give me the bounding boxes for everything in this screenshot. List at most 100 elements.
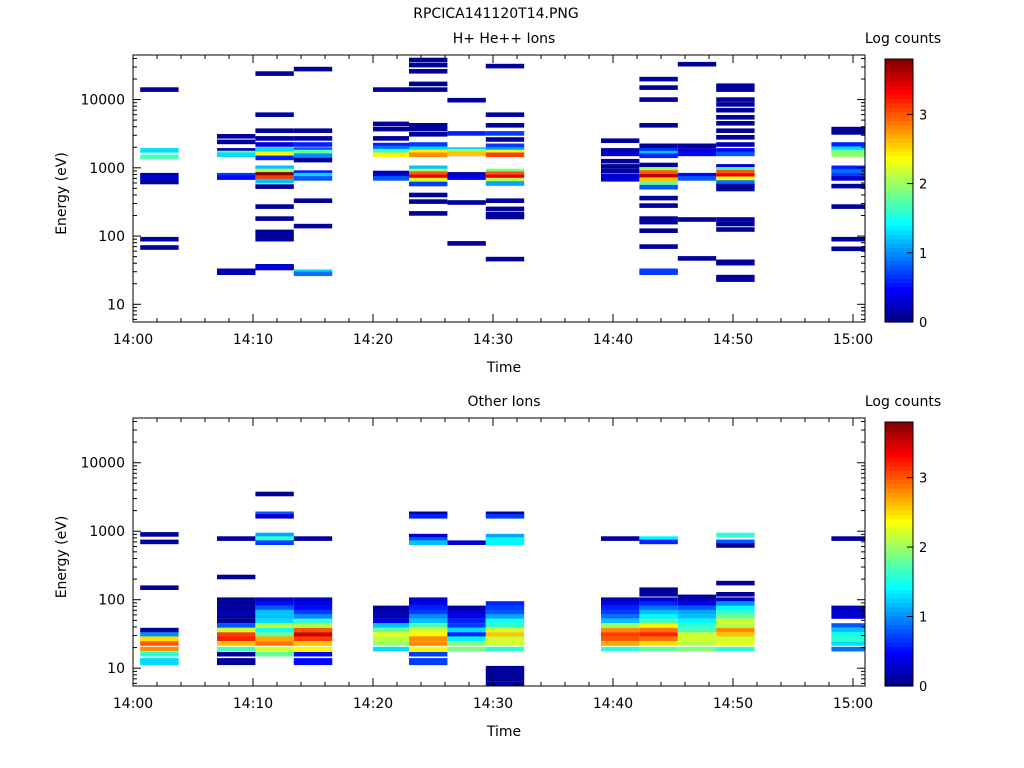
heatmap-cell: [485, 149, 525, 155]
y-tick-label: 1000: [89, 161, 125, 177]
colorbar-segment: [885, 282, 913, 288]
heatmap-cell: [716, 128, 755, 133]
heatmap-cell: [447, 623, 486, 628]
heatmap-cell: [293, 614, 333, 619]
heatmap-cell: [639, 536, 678, 541]
heatmap-cell: [140, 632, 179, 637]
colorbar-segment: [885, 72, 913, 78]
heatmap-cell: [255, 229, 294, 235]
heatmap-cell: [140, 646, 179, 652]
heatmap-cell: [447, 636, 486, 641]
heatmap-cell: [217, 536, 256, 541]
heatmap-cell: [373, 145, 409, 151]
heatmap-cell: [485, 623, 525, 628]
heatmap-cell: [140, 585, 179, 590]
heatmap-cell: [601, 177, 640, 182]
heatmap-cell: [255, 184, 294, 189]
y-tick-label: 10: [107, 661, 125, 677]
heatmap-cell: [140, 658, 179, 663]
colorbar-segment: [885, 633, 913, 639]
colorbar-segment: [885, 505, 913, 511]
heatmap-cell: [639, 244, 678, 249]
heatmap-cell: [293, 198, 333, 203]
heatmap-cell: [639, 174, 678, 179]
heatmap-cell: [485, 511, 525, 517]
heatmap-cell: [716, 148, 755, 153]
heatmap-cell: [639, 623, 678, 628]
heatmap-cells: [140, 491, 865, 686]
heatmap-cell: [639, 587, 678, 592]
heatmap-cell: [601, 173, 640, 179]
colorbar-segment: [885, 554, 913, 559]
heatmap-cell: [716, 543, 755, 548]
heatmap-cell: [373, 148, 409, 154]
colorbar-segment: [885, 598, 913, 603]
heatmap-cell: [217, 651, 256, 657]
heatmap-cell: [485, 63, 525, 69]
heatmap-cell: [140, 154, 179, 160]
x-tick-label: 14:10: [233, 332, 273, 348]
heatmap-cell: [217, 614, 256, 619]
heatmap-cell: [716, 646, 755, 652]
colorbar-segment: [885, 59, 913, 64]
heatmap-cell: [485, 614, 525, 619]
heatmap-cell: [140, 87, 179, 92]
colorbar-segment: [885, 457, 913, 463]
heatmap-cell: [293, 536, 333, 541]
heatmap-cell: [716, 176, 755, 182]
heatmap-cell: [639, 76, 678, 82]
heatmap-cell: [255, 204, 294, 209]
y-axis-title: Energy (eV): [54, 152, 70, 235]
colorbar-segment: [885, 234, 913, 240]
x-tick-label: 14:30: [473, 696, 513, 712]
heatmap-cell: [447, 646, 486, 652]
heatmap-cell: [293, 651, 333, 657]
heatmap-cell: [293, 627, 333, 633]
colorbar-segment: [885, 664, 913, 669]
colorbar-segment: [885, 584, 913, 590]
heatmap-cell: [409, 514, 448, 519]
heatmap-cell: [255, 532, 294, 538]
colorbar-segment: [885, 63, 913, 69]
colorbar-segment: [885, 510, 913, 515]
heatmap-cell: [293, 170, 333, 175]
heatmap-cell: [373, 152, 409, 158]
colorbar-segment: [885, 576, 913, 581]
colorbar-segment: [885, 317, 913, 323]
heatmap-cell: [293, 66, 333, 72]
colorbar-segment: [885, 527, 913, 533]
heatmap-cell: [485, 632, 525, 637]
y-tick-label: 1000: [89, 524, 125, 540]
colorbar-segment: [885, 677, 913, 683]
heatmap-cell: [639, 601, 678, 606]
heatmap-cell: [677, 636, 717, 641]
heatmap-cell: [409, 609, 448, 615]
heatmap-cell: [831, 536, 865, 541]
y-tick-label: 10: [107, 297, 125, 313]
heatmap-cell: [409, 171, 448, 176]
heatmap-cell: [677, 594, 717, 600]
heatmap-cell: [293, 176, 333, 181]
heatmap-cell: [485, 147, 525, 152]
colorbar-segment: [885, 208, 913, 214]
heatmap-cell: [716, 636, 755, 641]
heatmap-cell: [217, 609, 256, 615]
heatmap-cell: [447, 632, 486, 637]
heatmap-cell: [485, 605, 525, 611]
heatmap-cell: [485, 676, 525, 682]
heatmap-cell: [716, 605, 755, 611]
heatmap-cell: [716, 618, 755, 624]
heatmap-cell: [255, 165, 294, 171]
colorbar-segment: [885, 295, 913, 301]
colorbar-segment: [885, 120, 913, 126]
heatmap-cell: [217, 574, 256, 580]
heatmap-cell: [716, 601, 755, 606]
heatmap-cell: [293, 605, 333, 611]
heatmap-cell: [255, 605, 294, 611]
heatmap-cell: [831, 149, 865, 155]
colorbar-segment: [885, 452, 913, 458]
heatmap-cell: [716, 151, 755, 157]
colorbar-segment: [885, 76, 913, 82]
heatmap-cell: [716, 87, 755, 92]
colorbar-segment: [885, 558, 913, 564]
